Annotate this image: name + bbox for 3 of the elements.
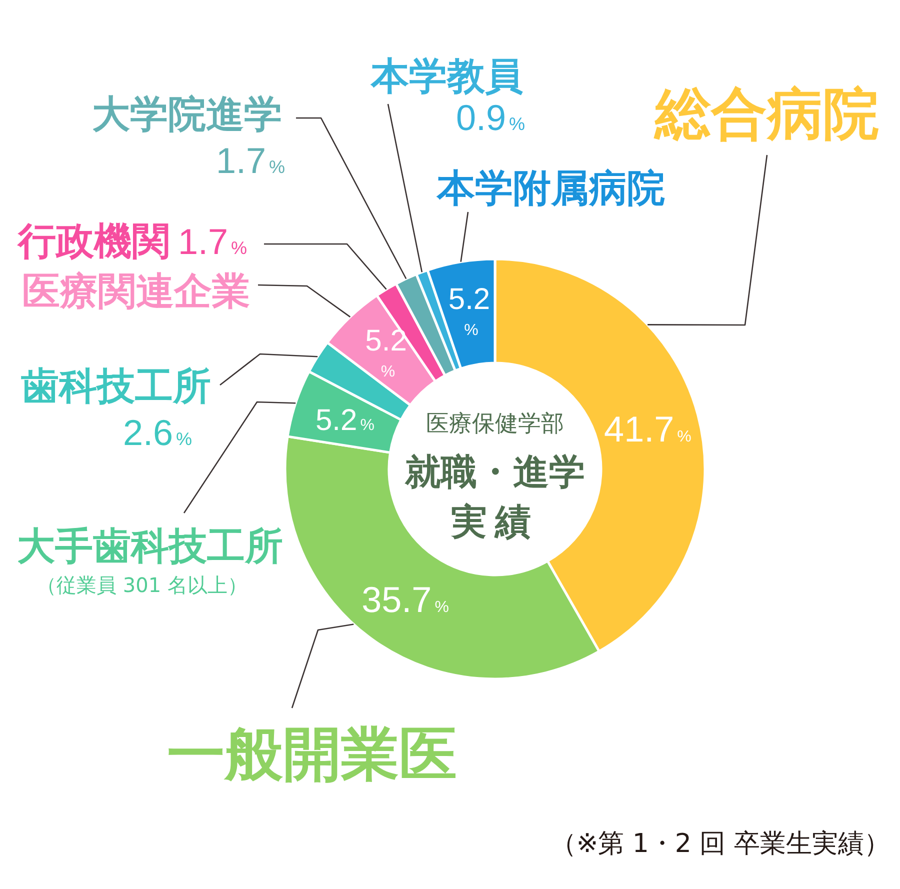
title: 就職・進学実績 [405, 452, 585, 543]
annotation: （※第 1・2 回 卒業生実績） [550, 829, 890, 859]
subtitle: 医療保健学部 [426, 411, 564, 437]
